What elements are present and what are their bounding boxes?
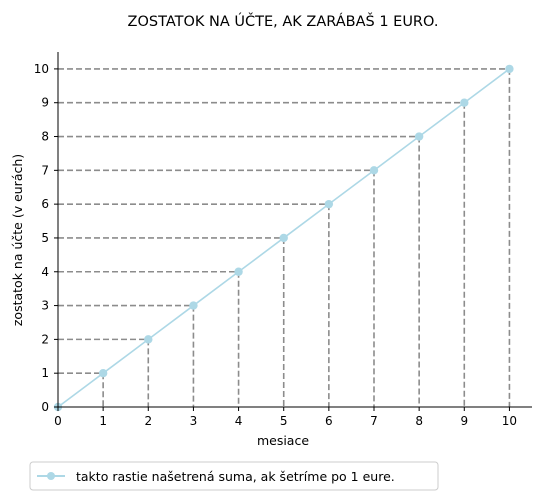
x-tick-label-9: 9 [460,414,468,428]
data-point-5 [279,233,288,243]
data-point-8 [414,132,424,141]
y-axis-label: zostatok na účte (v eurách) [10,154,25,326]
x-tick-label-8: 8 [415,414,423,428]
x-tick-label-2: 2 [144,414,152,428]
series-layer [53,64,514,412]
y-tick-label-3: 3 [41,299,49,313]
x-tick-label-7: 7 [370,414,378,428]
y-tick-label-10: 10 [34,62,49,76]
x-tick-label-0: 0 [54,414,62,428]
y-tick-label-6: 6 [41,197,49,211]
guide-lines [58,68,511,407]
data-point-4 [234,267,243,276]
x-axis-label: mesiace [257,433,309,448]
chart-title: ZOSTATOK NA ÚČTE, AK ZARÁBAŠ 1 EURO. [128,12,439,30]
y-tick-label-0: 0 [41,400,49,414]
x-tick-label-5: 5 [280,414,288,428]
y-tick-label-4: 4 [41,265,49,279]
x-ticks: 0 1 2 3 4 5 6 7 8 9 10 [54,407,517,428]
x-tick-label-4: 4 [235,414,243,428]
y-tick-label-1: 1 [41,366,49,380]
data-point-3 [189,301,198,310]
data-point-10 [505,64,514,74]
legend: takto rastie našetrená suma, ak šetríme … [29,461,439,491]
data-point-7 [369,166,379,175]
legend-label: takto rastie našetrená suma, ak šetríme … [76,469,395,484]
y-tick-label-2: 2 [41,332,49,346]
x-tick-label-10: 10 [502,414,517,428]
data-point-9 [460,98,469,107]
y-tick-label-7: 7 [41,163,49,177]
y-tick-label-8: 8 [41,130,49,144]
data-point-6 [324,199,334,209]
x-tick-label-6: 6 [325,414,333,428]
x-tick-label-1: 1 [99,414,107,428]
data-point-2 [144,335,153,344]
legend-marker-swatch [47,472,55,480]
x-tick-label-3: 3 [190,414,198,428]
y-tick-label-5: 5 [41,231,49,245]
y-tick-label-9: 9 [41,96,49,110]
legend-box [29,461,439,491]
y-ticks: 0 1 2 3 4 5 6 7 8 9 10 [34,62,58,414]
data-point-1 [98,368,108,378]
